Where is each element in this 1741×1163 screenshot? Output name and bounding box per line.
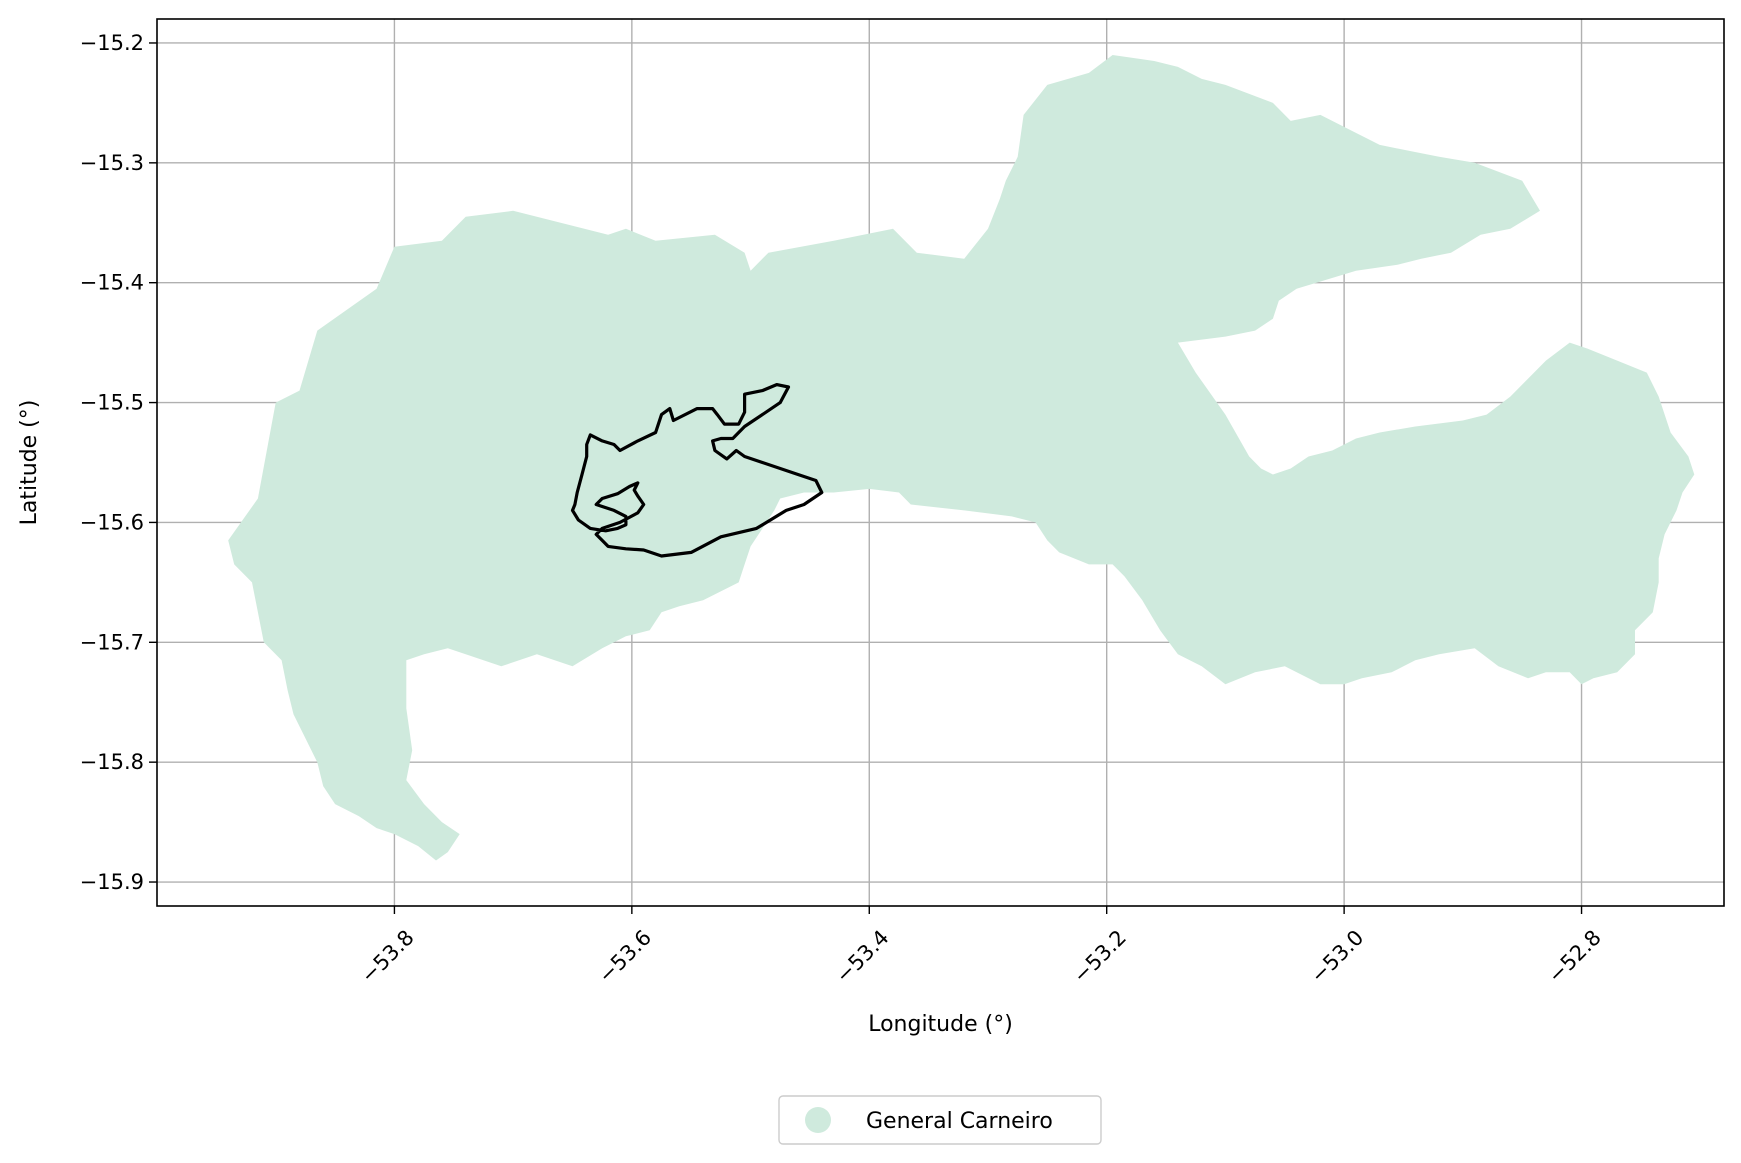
region-general-carneiro bbox=[228, 55, 1695, 861]
x-tick-label-4: −53.0 bbox=[1306, 925, 1368, 987]
y-tick-label-6: −15.8 bbox=[80, 750, 144, 774]
legend-label-general-carneiro: General Carneiro bbox=[866, 1109, 1053, 1134]
legend-box bbox=[778, 1095, 1102, 1145]
x-tick-label-1: −53.6 bbox=[594, 925, 656, 987]
legend-swatch-general-carneiro bbox=[805, 1107, 831, 1133]
x-tick-label-0: −53.8 bbox=[356, 925, 418, 987]
y-tick-label-2: −15.4 bbox=[80, 271, 144, 295]
y-tick-label-5: −15.7 bbox=[80, 630, 144, 654]
x-tick-label-2: −53.4 bbox=[831, 925, 893, 987]
outlined-subregion bbox=[570, 383, 824, 558]
x-axis-label: Longitude (°) bbox=[868, 1012, 1013, 1037]
y-axis-label: Latitude (°) bbox=[17, 400, 42, 526]
x-tick-label-3: −53.2 bbox=[1069, 925, 1131, 987]
y-tick-label-3: −15.5 bbox=[80, 391, 144, 415]
plot-frame bbox=[156, 18, 1725, 907]
y-tick-label-4: −15.6 bbox=[80, 510, 144, 534]
y-tick-label-1: −15.3 bbox=[80, 151, 144, 175]
y-tick-label-7: −15.9 bbox=[80, 870, 144, 894]
y-tick-label-0: −15.2 bbox=[80, 31, 144, 55]
legend: General Carneiro bbox=[778, 1095, 1102, 1145]
x-tick-label-5: −52.8 bbox=[1543, 925, 1605, 987]
